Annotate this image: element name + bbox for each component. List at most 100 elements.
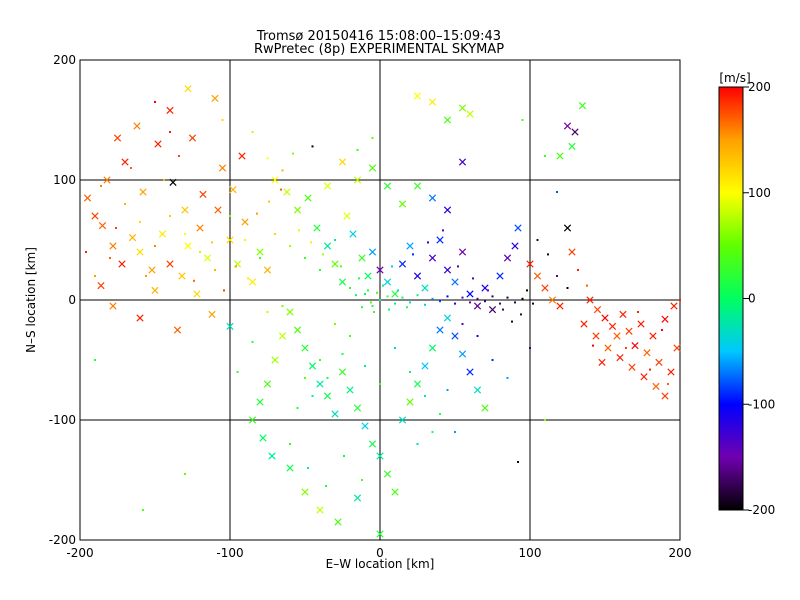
data-point-dot <box>586 284 588 287</box>
chart-subtitle: RwPretec (8p) EXPERIMENTAL SKYMAP <box>254 42 504 57</box>
data-point-dot <box>124 203 126 205</box>
data-point-dot <box>409 301 411 304</box>
data-point-dot <box>281 169 284 172</box>
data-point-dot <box>556 275 558 277</box>
data-point-dot <box>169 215 171 217</box>
data-point-x <box>301 488 309 496</box>
data-point-dot <box>427 241 429 244</box>
data-point-x <box>655 358 663 367</box>
x-ticks: -200 -100 0 100 200 <box>66 546 691 560</box>
data-point-dot <box>532 302 534 305</box>
data-point-dot <box>439 413 441 415</box>
data-point-x <box>263 266 272 274</box>
data-point-dot <box>130 167 132 169</box>
data-point-dot <box>373 311 375 313</box>
data-point-x <box>376 266 384 274</box>
data-point-x <box>578 101 587 110</box>
data-point-x <box>188 134 197 142</box>
data-point-dot <box>370 301 372 304</box>
data-point-x <box>383 470 392 478</box>
data-point-x <box>109 242 117 250</box>
colorbar: [m/s] 200 100 0 -100 -200 <box>718 71 775 517</box>
data-point-x <box>649 332 657 340</box>
data-point-dot <box>296 407 299 409</box>
data-point-x <box>473 302 482 310</box>
data-point-x <box>241 218 249 226</box>
data-point-x <box>625 327 633 335</box>
data-point-x <box>458 350 467 358</box>
data-point-x <box>91 212 99 220</box>
data-point-dot <box>319 359 321 361</box>
data-point-x <box>383 182 392 190</box>
data-point-dot <box>406 306 408 309</box>
data-point-dot <box>247 277 249 280</box>
data-point-x <box>293 326 302 334</box>
data-point-dot <box>476 297 479 300</box>
data-point-x <box>353 404 362 412</box>
data-point-dot <box>637 311 639 313</box>
data-point-x <box>428 344 437 352</box>
data-point-x <box>166 106 174 115</box>
data-point-x <box>586 296 594 304</box>
x-tick-label: 100 <box>519 546 542 560</box>
data-points <box>83 85 681 538</box>
data-point-dot <box>382 284 384 287</box>
data-point-x <box>283 188 291 196</box>
data-point-dot <box>544 155 546 157</box>
data-point-x <box>443 266 452 274</box>
data-point-dot <box>355 294 357 297</box>
data-point-dot <box>491 295 494 298</box>
data-point-x <box>334 518 342 526</box>
data-point-x <box>196 224 204 232</box>
data-point-x <box>488 305 497 314</box>
data-point-x <box>226 322 234 331</box>
data-point-x <box>238 152 246 160</box>
y-tick-label: 0 <box>68 293 76 307</box>
data-point-dot <box>139 221 141 223</box>
data-point-x <box>443 206 452 214</box>
data-point-x <box>473 386 482 394</box>
data-point-dot <box>469 301 471 304</box>
y-axis-label: N–S location [km] <box>24 247 38 353</box>
data-point-x <box>109 302 117 310</box>
data-point-x <box>148 266 156 274</box>
data-point-x <box>268 452 276 460</box>
data-point-dot <box>281 305 284 307</box>
data-point-x <box>598 358 606 367</box>
data-point-dot <box>416 443 419 445</box>
data-point-dot <box>193 279 195 282</box>
data-point-dot <box>454 302 456 305</box>
x-axis-label: E–W location [km] <box>326 557 435 571</box>
data-point-dot <box>526 289 528 292</box>
data-point-dot <box>256 212 258 215</box>
data-point-dot <box>364 293 366 295</box>
data-point-dot <box>547 253 549 256</box>
data-point-dot <box>649 368 651 371</box>
data-point-dot <box>235 265 237 268</box>
data-point-dot <box>236 371 239 373</box>
data-point-x <box>278 332 287 340</box>
data-point-dot <box>311 395 314 397</box>
data-point-dot <box>214 269 216 271</box>
data-point-x <box>286 308 294 316</box>
data-point-x <box>376 452 384 460</box>
colorbar-label: [m/s] <box>719 71 750 85</box>
data-point-x <box>364 272 372 280</box>
data-point-x <box>316 380 324 388</box>
data-point-x <box>608 322 617 331</box>
data-point-dot <box>145 275 147 277</box>
data-point-dot <box>424 303 426 306</box>
colorbar-gradient-bar <box>718 86 744 511</box>
data-point-x <box>466 110 474 118</box>
data-point-dot <box>391 265 393 268</box>
data-point-x <box>136 248 144 256</box>
data-point-x <box>406 398 414 406</box>
data-point-x <box>229 185 237 194</box>
data-point-x <box>103 176 111 184</box>
colorbar-tick-label: 200 <box>748 80 771 94</box>
data-point-x <box>398 260 407 268</box>
data-point-x <box>580 320 588 328</box>
data-point-dot <box>667 383 669 385</box>
data-point-dot <box>379 299 381 301</box>
